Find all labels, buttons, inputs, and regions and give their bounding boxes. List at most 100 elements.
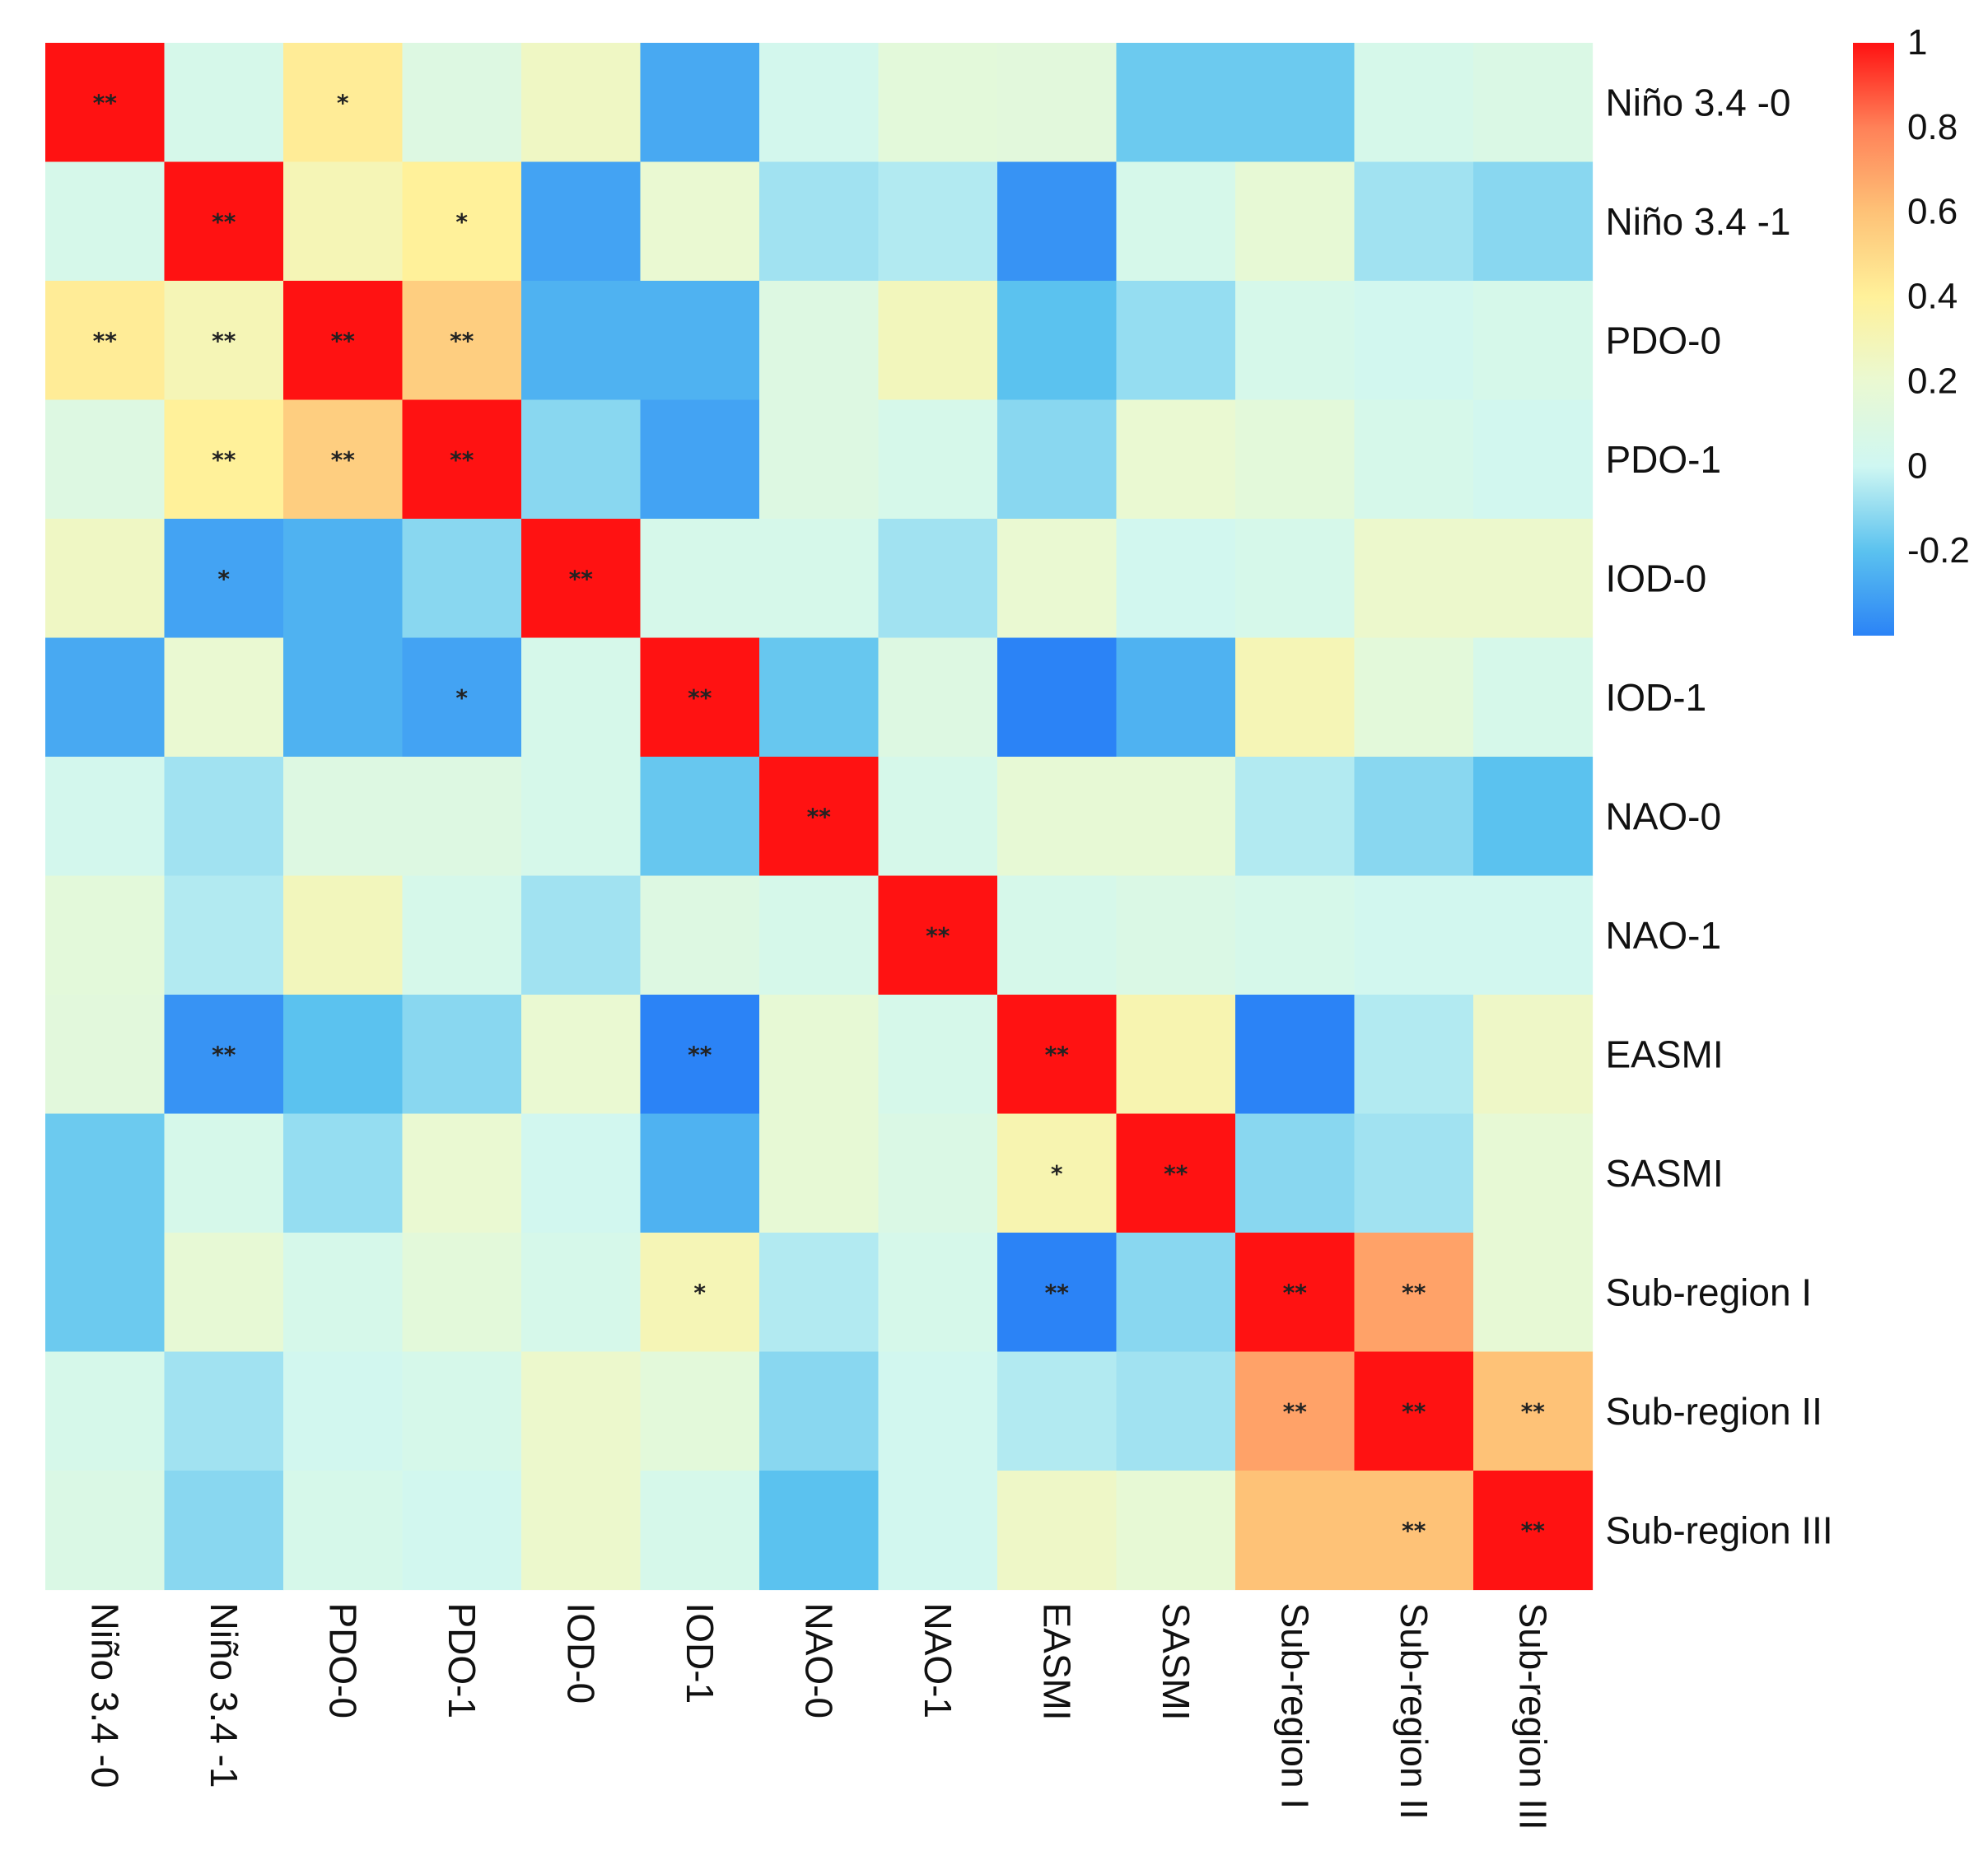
heatmap-cell-r7-c1: [164, 875, 284, 995]
column-label-11: Sub-region II: [1393, 1603, 1435, 1820]
significance-mark-r10-c5: *: [693, 1279, 706, 1306]
row-label-6: NAO-0: [1606, 795, 1722, 837]
heatmap-cell-r11-c8: [997, 1351, 1118, 1471]
heatmap-cell-r2-c7: [878, 281, 998, 401]
heatmap-cell-r6-c2: [283, 757, 404, 877]
legend-tick-5: 0: [1907, 445, 1927, 486]
heatmap-cell-r7-c4: [521, 875, 642, 995]
heatmap-cell-r10-c2: [283, 1233, 404, 1353]
heatmap-cell-r7-c8: [997, 875, 1118, 995]
heatmap-cell-r5-c2: [283, 637, 404, 758]
heatmap-cell-r0-c10: [1235, 43, 1356, 163]
heatmap-cell-r6-c12: [1473, 757, 1594, 877]
heatmap-cell-r2-c1: [164, 281, 284, 401]
heatmap-cell-r6-c11: [1354, 757, 1474, 877]
heatmap-cell-r1-c7: [878, 161, 998, 282]
heatmap-cell-r1-c12: [1473, 161, 1594, 282]
heatmap-cell-r9-c7: [878, 1113, 998, 1233]
row-label-12: Sub-region III: [1606, 1508, 1833, 1551]
heatmap-cell-r4-c0: [45, 519, 166, 639]
heatmap-cell-r8-c0: [45, 995, 166, 1115]
significance-mark-r6-c6: **: [807, 803, 832, 830]
significance-mark-r2-c3: **: [450, 327, 474, 354]
heatmap-cell-r8-c11: [1354, 995, 1474, 1115]
significance-mark-r0-c0: **: [93, 89, 118, 116]
legend-tick-4: 0.2: [1907, 361, 1958, 401]
significance-mark-r10-c10: **: [1283, 1279, 1308, 1306]
heatmap-cell-r5-c10: [1235, 637, 1356, 758]
heatmap-cell-r5-c7: [878, 637, 998, 758]
heatmap-cell-r12-c11: [1354, 1471, 1474, 1591]
heatmap-cell-r1-c2: [283, 161, 404, 282]
heatmap-cell-r3-c7: [878, 399, 998, 520]
heatmap-cell-r2-c9: [1116, 281, 1236, 401]
significance-mark-r4-c4: **: [569, 565, 594, 592]
heatmap-cell-r2-c5: [640, 281, 760, 401]
heatmap-cell-r7-c5: [640, 875, 760, 995]
heatmap-cell-r4-c9: [1116, 519, 1236, 639]
significance-markers: ** *** *** ** ** **** ** *** *** ******** ** *** ***…: [93, 89, 1546, 1544]
heatmap-cell-r0-c12: [1473, 43, 1594, 163]
row-label-10: Sub-region I: [1606, 1271, 1813, 1313]
heatmap-cell-r2-c11: [1354, 281, 1474, 401]
heatmap-cell-r0-c9: [1116, 43, 1236, 163]
heatmap-cell-r3-c0: [45, 399, 166, 520]
heatmap-cell-r0-c4: [521, 43, 642, 163]
heatmap-cell-r8-c1: [164, 995, 284, 1115]
heatmap-cell-r10-c12: [1473, 1233, 1594, 1353]
heatmap-cell-r12-c3: [402, 1471, 522, 1591]
heatmap-cell-r0-c0: [45, 43, 166, 163]
column-label-4: IOD-0: [559, 1603, 602, 1704]
legend-tick-1: 0.8: [1907, 107, 1958, 147]
heatmap-cell-r1-c3: [402, 161, 522, 282]
column-label-10: Sub-region I: [1273, 1603, 1316, 1810]
significance-mark-r3-c3: **: [450, 446, 474, 473]
heatmap-cell-r9-c1: [164, 1113, 284, 1233]
heatmap-cell-r1-c10: [1235, 161, 1356, 282]
heatmap-cell-r2-c3: [402, 281, 522, 401]
heatmap-cell-r5-c4: [521, 637, 642, 758]
column-labels: Niño 3.4 -0 Niño 3.4 -1 PDO-0 PDO-1 IOD-0 IOD…: [83, 1603, 1554, 1830]
heatmap-cell-r5-c8: [997, 637, 1118, 758]
heatmap-cell-r12-c10: [1235, 1471, 1356, 1591]
heatmap-cell-r11-c5: [640, 1351, 760, 1471]
row-label-11: Sub-region II: [1606, 1390, 1822, 1433]
column-label-6: NAO-0: [797, 1603, 840, 1719]
heatmap-cell-r6-c1: [164, 757, 284, 877]
heatmap-cell-r0-c8: [997, 43, 1118, 163]
heatmap-cell-r4-c2: [283, 519, 404, 639]
column-label-12: Sub-region III: [1511, 1603, 1554, 1830]
heatmap-cell-r4-c7: [878, 519, 998, 639]
heatmap-cell-r12-c4: [521, 1471, 642, 1591]
heatmap-cell-r2-c6: [759, 281, 880, 401]
heatmap-cell-r3-c4: [521, 399, 642, 520]
heatmap-cell-r12-c6: [759, 1471, 880, 1591]
heatmap-cell-r6-c3: [402, 757, 522, 877]
significance-mark-r3-c2: **: [331, 446, 356, 473]
significance-mark-r1-c3: *: [455, 208, 468, 235]
heatmap-cell-r0-c5: [640, 43, 760, 163]
significance-mark-r10-c8: **: [1045, 1279, 1070, 1306]
heatmap-cell-r5-c12: [1473, 637, 1594, 758]
heatmap-cell-r10-c7: [878, 1233, 998, 1353]
heatmap-cell-r12-c12: [1473, 1471, 1594, 1591]
heatmap-cell-r8-c5: [640, 995, 760, 1115]
heatmap-cell-r0-c2: [283, 43, 404, 163]
heatmap-cell-r5-c5: [640, 637, 760, 758]
column-label-1: Niño 3.4 -1: [203, 1603, 245, 1788]
heatmap-cell-r4-c8: [997, 519, 1118, 639]
heatmap-cell-r8-c3: [402, 995, 522, 1115]
heatmap-cell-r1-c11: [1354, 161, 1474, 282]
heatmap-cell-r9-c0: [45, 1113, 166, 1233]
heatmap-cell-r11-c0: [45, 1351, 166, 1471]
column-label-0: Niño 3.4 -0: [83, 1603, 126, 1788]
heatmap-cell-r9-c11: [1354, 1113, 1474, 1233]
heatmap-cell-r6-c7: [878, 757, 998, 877]
heatmap-cell-r1-c5: [640, 161, 760, 282]
heatmap-cell-r8-c8: [997, 995, 1118, 1115]
heatmap-cell-r4-c12: [1473, 519, 1594, 639]
row-label-0: Niño 3.4 -0: [1606, 81, 1791, 124]
significance-mark-r10-c11: **: [1402, 1279, 1426, 1306]
significance-mark-r7-c7: **: [926, 922, 950, 949]
heatmap-cell-r3-c10: [1235, 399, 1356, 520]
